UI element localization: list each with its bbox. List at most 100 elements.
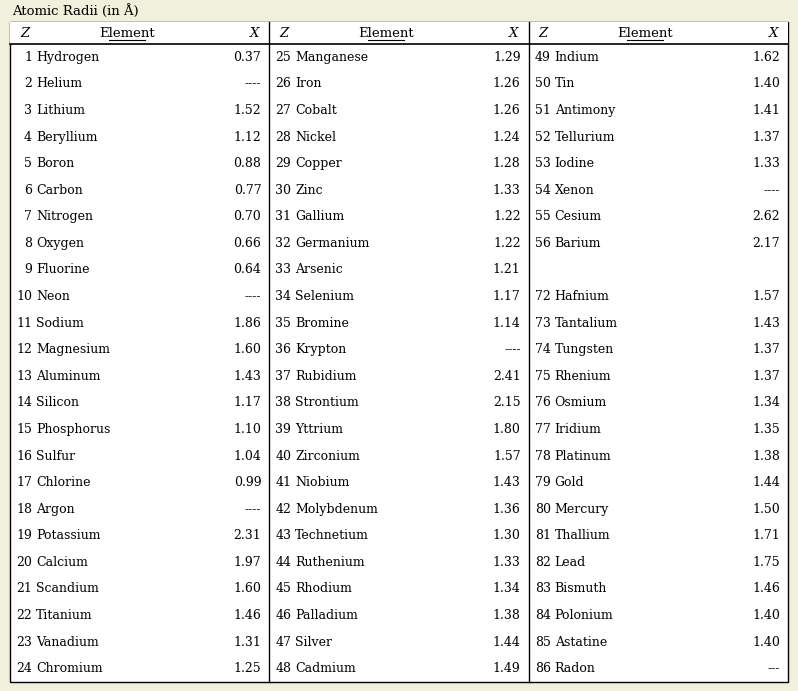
Text: 2.41: 2.41 [493, 370, 520, 383]
Text: Sodium: Sodium [36, 316, 84, 330]
Text: Technetium: Technetium [295, 529, 369, 542]
Text: 8: 8 [24, 237, 32, 250]
Text: 22: 22 [16, 609, 32, 622]
Text: 1.22: 1.22 [493, 210, 520, 223]
Text: ----: ---- [245, 290, 261, 303]
Text: 72: 72 [535, 290, 551, 303]
Text: Osmium: Osmium [555, 397, 607, 409]
Text: Astatine: Astatine [555, 636, 607, 649]
Text: Fluorine: Fluorine [36, 263, 89, 276]
Text: 29: 29 [275, 157, 291, 170]
Text: Neon: Neon [36, 290, 70, 303]
Text: 1.97: 1.97 [234, 556, 261, 569]
Text: Nickel: Nickel [295, 131, 336, 144]
Text: Chromium: Chromium [36, 662, 103, 675]
Text: 43: 43 [275, 529, 291, 542]
Text: 1.33: 1.33 [493, 184, 520, 197]
Text: 1.57: 1.57 [753, 290, 780, 303]
Text: 45: 45 [275, 583, 291, 596]
Text: 38: 38 [275, 397, 291, 409]
Text: 4: 4 [24, 131, 32, 144]
Text: ----: ---- [504, 343, 520, 356]
Text: Mercury: Mercury [555, 503, 609, 515]
Text: 1.43: 1.43 [753, 316, 780, 330]
Text: Scandium: Scandium [36, 583, 99, 596]
Text: Z: Z [20, 26, 30, 39]
Text: 20: 20 [16, 556, 32, 569]
Text: 1.71: 1.71 [753, 529, 780, 542]
Text: 36: 36 [275, 343, 291, 356]
Text: 2.15: 2.15 [493, 397, 520, 409]
Text: 1.49: 1.49 [493, 662, 520, 675]
Text: Element: Element [618, 26, 674, 39]
Text: 7: 7 [24, 210, 32, 223]
Text: Arsenic: Arsenic [295, 263, 343, 276]
Text: 15: 15 [16, 423, 32, 436]
Text: 1: 1 [24, 51, 32, 64]
Text: 0.64: 0.64 [234, 263, 261, 276]
Text: 1.12: 1.12 [234, 131, 261, 144]
Text: 1.34: 1.34 [753, 397, 780, 409]
Text: Aluminum: Aluminum [36, 370, 101, 383]
Text: 1.43: 1.43 [234, 370, 261, 383]
Text: Z: Z [279, 26, 289, 39]
Text: 1.40: 1.40 [753, 636, 780, 649]
Text: Potassium: Potassium [36, 529, 101, 542]
Text: Bismuth: Bismuth [555, 583, 607, 596]
Text: 1.40: 1.40 [753, 609, 780, 622]
Text: 2: 2 [24, 77, 32, 91]
Text: 85: 85 [535, 636, 551, 649]
Text: 73: 73 [535, 316, 551, 330]
Text: Copper: Copper [295, 157, 342, 170]
Text: X: X [768, 26, 778, 39]
Text: 42: 42 [275, 503, 291, 515]
Text: 76: 76 [535, 397, 551, 409]
Bar [10, 22, 788, 44]
Text: 1.26: 1.26 [493, 104, 520, 117]
Text: 1.33: 1.33 [753, 157, 780, 170]
Text: Barium: Barium [555, 237, 601, 250]
Text: 46: 46 [275, 609, 291, 622]
Text: 1.35: 1.35 [753, 423, 780, 436]
Text: ----: ---- [245, 77, 261, 91]
Text: 52: 52 [535, 131, 551, 144]
Text: 1.22: 1.22 [493, 237, 520, 250]
Text: 1.44: 1.44 [493, 636, 520, 649]
Text: Iridium: Iridium [555, 423, 602, 436]
Text: Iodine: Iodine [555, 157, 595, 170]
Text: Tungsten: Tungsten [555, 343, 614, 356]
Text: 1.57: 1.57 [493, 450, 520, 462]
Text: Cadmium: Cadmium [295, 662, 356, 675]
Text: Krypton: Krypton [295, 343, 346, 356]
Text: 1.50: 1.50 [753, 503, 780, 515]
Text: 12: 12 [16, 343, 32, 356]
Text: 1.43: 1.43 [493, 476, 520, 489]
Text: 79: 79 [535, 476, 551, 489]
Text: Tin: Tin [555, 77, 575, 91]
Text: 5: 5 [24, 157, 32, 170]
Text: Tantalium: Tantalium [555, 316, 618, 330]
Text: X: X [250, 26, 259, 39]
Text: 3: 3 [24, 104, 32, 117]
Text: Atomic Radii (in Å): Atomic Radii (in Å) [12, 4, 139, 18]
Text: Beryllium: Beryllium [36, 131, 97, 144]
Text: 1.37: 1.37 [753, 131, 780, 144]
Text: 33: 33 [275, 263, 291, 276]
Text: 1.14: 1.14 [493, 316, 520, 330]
Text: 41: 41 [275, 476, 291, 489]
Text: Bromine: Bromine [295, 316, 350, 330]
Text: Argon: Argon [36, 503, 75, 515]
Text: 1.52: 1.52 [234, 104, 261, 117]
Text: 1.29: 1.29 [493, 51, 520, 64]
Text: 1.17: 1.17 [493, 290, 520, 303]
Text: 17: 17 [16, 476, 32, 489]
Text: 1.25: 1.25 [234, 662, 261, 675]
Text: 47: 47 [275, 636, 291, 649]
Text: Chlorine: Chlorine [36, 476, 90, 489]
Text: 1.41: 1.41 [753, 104, 780, 117]
Text: Germanium: Germanium [295, 237, 369, 250]
Text: 0.99: 0.99 [234, 476, 261, 489]
Text: 1.46: 1.46 [234, 609, 261, 622]
Text: Cesium: Cesium [555, 210, 602, 223]
Text: 11: 11 [16, 316, 32, 330]
